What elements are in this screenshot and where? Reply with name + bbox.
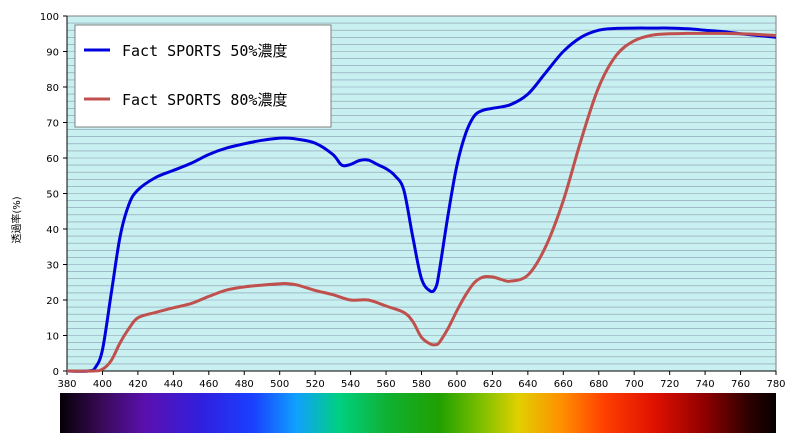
x-tick-label: 540 <box>341 379 360 390</box>
y-tick-label: 60 <box>46 154 59 165</box>
y-tick-label: 50 <box>46 190 59 201</box>
legend-label-80: Fact SPORTS 80%濃度 <box>122 91 287 109</box>
gridlines <box>67 22 776 365</box>
x-tick-label: 740 <box>696 379 715 390</box>
x-tick-label: 480 <box>235 379 254 390</box>
y-tick-label: 10 <box>46 332 59 343</box>
x-tick-label: 380 <box>57 379 76 390</box>
x-tick-label: 640 <box>518 379 537 390</box>
x-tick-label: 700 <box>625 379 644 390</box>
x-tick-label: 620 <box>483 379 502 390</box>
x-tick-label: 780 <box>766 379 785 390</box>
spectrum-bar <box>60 393 776 433</box>
y-tick-label: 20 <box>46 296 59 307</box>
legend: Fact SPORTS 50%濃度 Fact SPORTS 80%濃度 <box>74 24 332 128</box>
series-layer <box>66 26 777 373</box>
legend-box <box>74 24 332 128</box>
x-tick-label: 460 <box>199 379 218 390</box>
x-tick-label: 680 <box>589 379 608 390</box>
axes: 380 400 420 440 460 480 500 520 540 560 580 600 620 6… <box>40 12 786 390</box>
y-tick-label: 80 <box>46 83 59 94</box>
y-axis-label: 透過率(%) <box>10 196 23 243</box>
x-tick-label: 720 <box>660 379 679 390</box>
y-tick-label: 90 <box>46 48 59 59</box>
x-tick-label: 520 <box>306 379 325 390</box>
x-tick-label: 420 <box>128 379 147 390</box>
x-tick-label: 440 <box>164 379 183 390</box>
y-tick-label: 70 <box>46 119 59 130</box>
x-tick-label: 580 <box>412 379 431 390</box>
x-tick-label: 500 <box>270 379 289 390</box>
x-tick-label: 560 <box>377 379 396 390</box>
y-tick-label: 30 <box>46 261 59 272</box>
y-tick-label: 0 <box>53 367 59 378</box>
x-tick-label: 600 <box>447 379 466 390</box>
x-tick-label: 400 <box>93 379 112 390</box>
x-tick-label: 760 <box>731 379 750 390</box>
series-line-0 <box>66 26 777 373</box>
legend-label-50: Fact SPORTS 50%濃度 <box>122 42 287 60</box>
series-line-1 <box>66 31 777 373</box>
y-tick-label: 40 <box>46 225 59 236</box>
y-tick-label: 100 <box>40 12 59 23</box>
x-tick-label: 660 <box>554 379 573 390</box>
